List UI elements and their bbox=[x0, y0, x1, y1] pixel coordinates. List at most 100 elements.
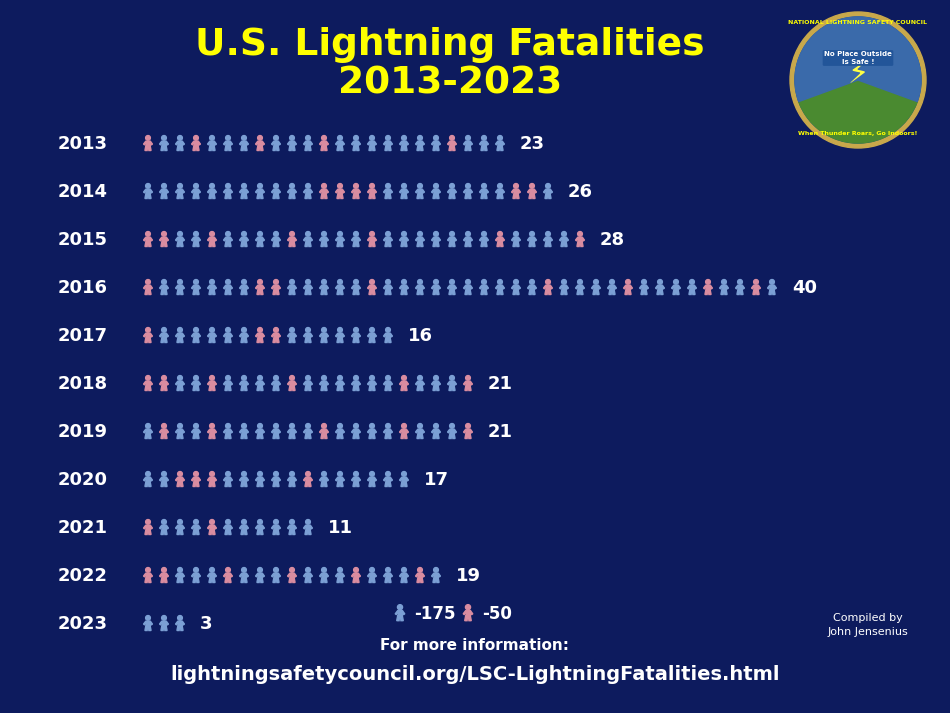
Polygon shape bbox=[225, 337, 228, 342]
Polygon shape bbox=[482, 189, 486, 193]
Polygon shape bbox=[309, 337, 311, 342]
Text: No Place Outside
Is Safe !: No Place Outside Is Safe ! bbox=[824, 51, 892, 64]
Polygon shape bbox=[373, 381, 376, 385]
Polygon shape bbox=[309, 289, 311, 294]
Polygon shape bbox=[384, 141, 387, 145]
Polygon shape bbox=[482, 284, 486, 289]
Polygon shape bbox=[192, 141, 195, 145]
Polygon shape bbox=[212, 337, 215, 342]
Polygon shape bbox=[180, 434, 183, 438]
Polygon shape bbox=[160, 429, 163, 433]
Polygon shape bbox=[145, 193, 147, 198]
Polygon shape bbox=[165, 333, 168, 337]
Polygon shape bbox=[577, 242, 580, 247]
Polygon shape bbox=[213, 573, 217, 577]
Polygon shape bbox=[194, 333, 199, 337]
Polygon shape bbox=[436, 145, 439, 150]
Polygon shape bbox=[244, 337, 247, 342]
Polygon shape bbox=[272, 285, 275, 289]
Wedge shape bbox=[799, 80, 917, 143]
Polygon shape bbox=[325, 141, 329, 145]
Polygon shape bbox=[389, 237, 392, 241]
Circle shape bbox=[306, 279, 311, 284]
Polygon shape bbox=[176, 525, 179, 529]
Polygon shape bbox=[420, 434, 423, 438]
Polygon shape bbox=[373, 189, 376, 193]
Polygon shape bbox=[260, 481, 263, 486]
Polygon shape bbox=[389, 578, 391, 583]
Polygon shape bbox=[385, 289, 388, 294]
Polygon shape bbox=[485, 237, 488, 241]
Circle shape bbox=[225, 135, 231, 140]
Polygon shape bbox=[256, 285, 259, 289]
Polygon shape bbox=[322, 237, 326, 242]
Circle shape bbox=[145, 376, 150, 380]
Circle shape bbox=[433, 279, 438, 284]
Polygon shape bbox=[322, 189, 326, 193]
Polygon shape bbox=[613, 289, 615, 294]
Polygon shape bbox=[420, 386, 423, 391]
Circle shape bbox=[145, 520, 150, 524]
Polygon shape bbox=[548, 289, 551, 294]
Polygon shape bbox=[309, 573, 313, 577]
Text: 19: 19 bbox=[456, 567, 481, 585]
Polygon shape bbox=[725, 285, 729, 289]
Polygon shape bbox=[245, 429, 249, 433]
Polygon shape bbox=[357, 189, 360, 193]
Circle shape bbox=[145, 471, 150, 476]
Polygon shape bbox=[209, 578, 212, 583]
Circle shape bbox=[322, 327, 327, 332]
Polygon shape bbox=[319, 429, 323, 433]
Polygon shape bbox=[225, 578, 228, 583]
Circle shape bbox=[257, 135, 262, 140]
Circle shape bbox=[626, 279, 631, 284]
Polygon shape bbox=[207, 141, 211, 145]
Polygon shape bbox=[354, 284, 358, 289]
Polygon shape bbox=[384, 237, 387, 241]
Polygon shape bbox=[352, 189, 355, 193]
Polygon shape bbox=[225, 481, 228, 486]
Polygon shape bbox=[197, 237, 200, 241]
Polygon shape bbox=[434, 140, 438, 145]
Polygon shape bbox=[373, 141, 376, 145]
Polygon shape bbox=[176, 573, 179, 577]
Polygon shape bbox=[194, 381, 199, 386]
Polygon shape bbox=[306, 189, 310, 193]
Circle shape bbox=[561, 232, 566, 236]
Polygon shape bbox=[293, 289, 295, 294]
Text: -50: -50 bbox=[482, 605, 512, 623]
Polygon shape bbox=[239, 237, 243, 241]
Polygon shape bbox=[418, 284, 422, 289]
Polygon shape bbox=[256, 578, 259, 583]
Polygon shape bbox=[239, 333, 243, 337]
Polygon shape bbox=[325, 381, 329, 385]
Polygon shape bbox=[356, 289, 359, 294]
Polygon shape bbox=[306, 429, 310, 434]
Circle shape bbox=[397, 605, 403, 610]
Circle shape bbox=[545, 279, 550, 284]
Circle shape bbox=[753, 279, 758, 284]
Polygon shape bbox=[341, 333, 345, 337]
Polygon shape bbox=[389, 242, 391, 247]
Polygon shape bbox=[722, 284, 726, 289]
Polygon shape bbox=[181, 189, 184, 193]
Polygon shape bbox=[176, 429, 179, 433]
Polygon shape bbox=[325, 285, 329, 289]
Polygon shape bbox=[165, 141, 168, 145]
Polygon shape bbox=[289, 145, 292, 150]
Circle shape bbox=[290, 327, 294, 332]
Polygon shape bbox=[161, 578, 163, 583]
Polygon shape bbox=[385, 193, 388, 198]
Polygon shape bbox=[309, 477, 313, 481]
Polygon shape bbox=[389, 285, 392, 289]
Polygon shape bbox=[322, 381, 326, 386]
Polygon shape bbox=[357, 285, 360, 289]
Polygon shape bbox=[497, 145, 500, 150]
Circle shape bbox=[274, 520, 278, 524]
Polygon shape bbox=[293, 477, 296, 481]
Polygon shape bbox=[369, 145, 371, 150]
Polygon shape bbox=[162, 189, 166, 193]
Polygon shape bbox=[431, 189, 435, 193]
Polygon shape bbox=[309, 237, 313, 241]
Polygon shape bbox=[628, 289, 631, 294]
